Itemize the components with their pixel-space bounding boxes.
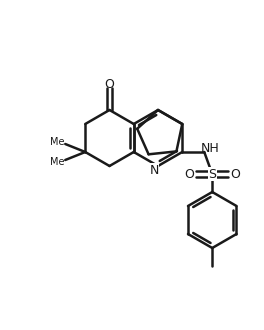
Text: Me: Me [50,137,64,147]
Text: N: N [149,163,159,177]
Text: S: S [208,168,216,181]
Text: O: O [184,168,194,181]
Text: O: O [230,168,240,181]
Text: NH: NH [201,142,220,154]
Text: Me: Me [50,157,64,167]
Text: O: O [105,78,114,90]
